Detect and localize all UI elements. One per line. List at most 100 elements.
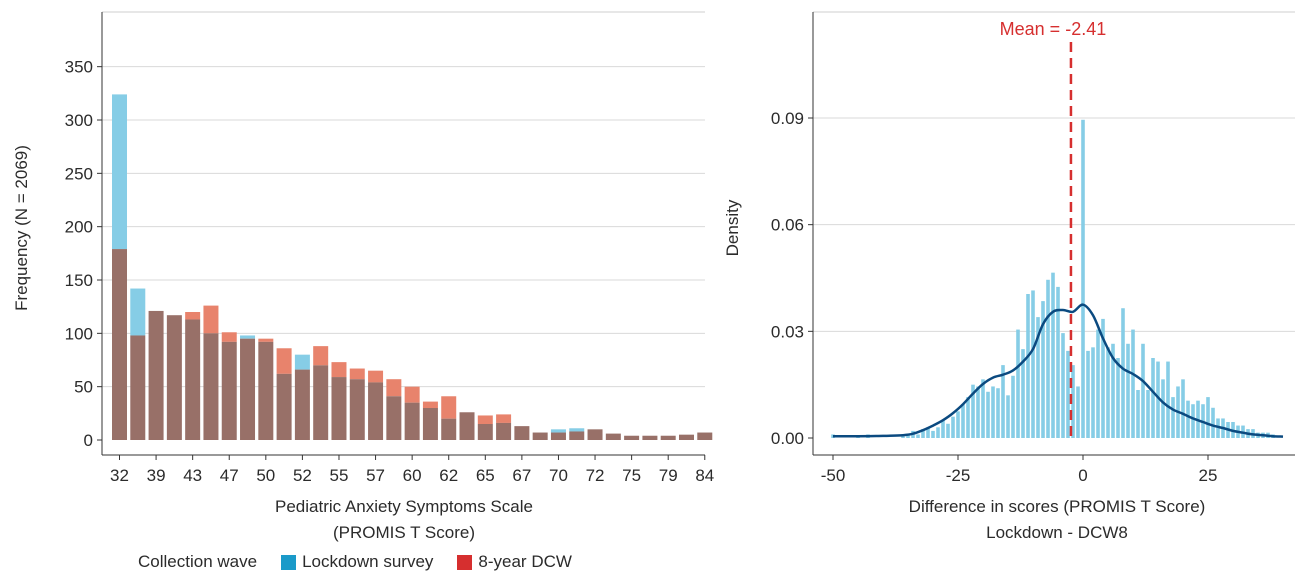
right-bar — [1016, 329, 1020, 438]
left-y-ticks: 0 50 100 150 200 250 300 350 — [65, 58, 102, 450]
left-y-tick-label: 350 — [65, 58, 93, 77]
left-bar-excess — [569, 428, 585, 432]
right-bar — [1156, 361, 1160, 438]
left-y-axis-title: Frequency (N = 2069) — [12, 145, 31, 311]
right-bar — [991, 386, 995, 438]
right-bars — [831, 119, 1275, 439]
left-bar-excess — [441, 396, 457, 419]
right-y-tick-label: 0.03 — [771, 322, 804, 341]
left-x-tick-label: 50 — [256, 466, 275, 485]
left-bar-excess — [130, 288, 146, 336]
left-bar-overlap — [624, 435, 640, 440]
right-bar — [1076, 386, 1080, 438]
left-bar-overlap — [404, 402, 420, 440]
left-bar-excess — [368, 370, 384, 383]
right-bar — [956, 411, 960, 438]
legend: Collection wave Lockdown survey 8-year D… — [138, 552, 596, 572]
right-bar — [916, 434, 920, 438]
left-x-tick-label: 67 — [512, 466, 531, 485]
right-bar — [1161, 379, 1165, 438]
right-bar — [936, 427, 940, 438]
left-x-tick-label: 70 — [549, 466, 568, 485]
left-x-tick-label: 47 — [220, 466, 239, 485]
right-bar — [1081, 119, 1085, 439]
left-x-tick-label: 43 — [183, 466, 202, 485]
left-x-axis-title-line2: (PROMIS T Score) — [333, 523, 475, 542]
right-bar — [1146, 390, 1150, 438]
right-y-tick-label: 0.09 — [771, 109, 804, 128]
legend-entry-dcw: 8-year DCW — [457, 552, 572, 572]
left-x-tick-label: 60 — [403, 466, 422, 485]
left-bar-excess — [294, 354, 310, 370]
left-bar-overlap — [587, 429, 603, 440]
right-bar — [1096, 329, 1100, 438]
right-bar — [1031, 290, 1035, 438]
right-bar — [1116, 358, 1120, 438]
right-x-tick-label: -50 — [821, 466, 846, 485]
right-bar — [1006, 395, 1010, 438]
left-bar-overlap — [240, 338, 256, 440]
right-x-axis-title-line1: Difference in scores (PROMIS T Score) — [909, 497, 1206, 516]
right-bar — [1046, 279, 1050, 438]
right-bar — [1041, 301, 1045, 438]
left-bar-excess — [550, 429, 566, 433]
left-y-tick-label: 100 — [65, 324, 93, 343]
right-bar — [946, 423, 950, 438]
legend-swatch-dcw — [457, 554, 473, 570]
left-bar-excess — [386, 379, 402, 397]
right-x-tick-label: 25 — [1199, 466, 1218, 485]
right-bar — [1071, 365, 1075, 438]
right-x-tick-label: 0 — [1078, 466, 1087, 485]
legend-label-dcw: 8-year DCW — [478, 552, 572, 571]
left-x-tick-label: 52 — [293, 466, 312, 485]
right-bar — [926, 427, 930, 438]
left-bar-excess — [276, 348, 292, 374]
left-bar-overlap — [386, 396, 402, 440]
left-bar-overlap — [496, 422, 512, 440]
left-y-tick-label: 250 — [65, 164, 93, 183]
right-bar — [1166, 361, 1170, 438]
left-x-tick-label: 72 — [586, 466, 605, 485]
right-bar — [996, 388, 1000, 438]
left-bar-excess — [203, 305, 219, 334]
legend-entry-lockdown: Lockdown survey — [281, 552, 433, 572]
right-x-axis-title-line2: Lockdown - DCW8 — [986, 523, 1128, 542]
left-x-tick-label: 84 — [695, 466, 714, 485]
right-y-tick-label: 0.00 — [771, 429, 804, 448]
right-bar — [1066, 350, 1070, 438]
left-bar-excess — [258, 338, 274, 342]
left-bar-overlap — [422, 408, 438, 440]
left-x-tick-label: 39 — [147, 466, 166, 485]
left-bar-overlap — [349, 379, 365, 440]
right-y-tick-label: 0.06 — [771, 216, 804, 235]
left-y-tick-label: 150 — [65, 271, 93, 290]
left-bar-overlap — [697, 432, 713, 440]
right-bar — [1036, 317, 1040, 438]
legend-label-lockdown: Lockdown survey — [302, 552, 434, 571]
right-bar — [1051, 272, 1055, 438]
left-x-ticks: 32 39 43 47 50 52 55 57 60 62 65 67 70 72 75 79 84 — [110, 455, 714, 485]
right-bar — [981, 379, 985, 438]
legend-swatch-lockdown — [281, 554, 297, 570]
right-bar — [971, 384, 975, 438]
left-bars — [112, 94, 713, 440]
histogram-panel-left: 0 50 100 150 200 250 300 350 32 39 43 47 50 52 55 57 60… — [12, 11, 714, 542]
left-x-tick-label: 75 — [622, 466, 641, 485]
left-bar-overlap — [130, 335, 146, 440]
mean-label: Mean = -2.41 — [1000, 19, 1107, 39]
right-bar — [1191, 404, 1195, 438]
left-bar-excess — [112, 94, 127, 250]
left-bar-excess — [404, 386, 420, 403]
left-bar-overlap — [112, 249, 127, 440]
kde-curve — [832, 303, 1284, 438]
right-bar — [986, 391, 990, 438]
right-bar — [961, 404, 965, 438]
left-bar-excess — [496, 414, 512, 423]
left-bar-excess — [477, 415, 493, 424]
left-bar-overlap — [605, 433, 621, 440]
left-x-tick-label: 32 — [110, 466, 129, 485]
left-bar-overlap — [294, 369, 310, 440]
right-bar — [1026, 294, 1030, 438]
right-bar — [1216, 418, 1220, 438]
right-bar — [1111, 343, 1115, 438]
